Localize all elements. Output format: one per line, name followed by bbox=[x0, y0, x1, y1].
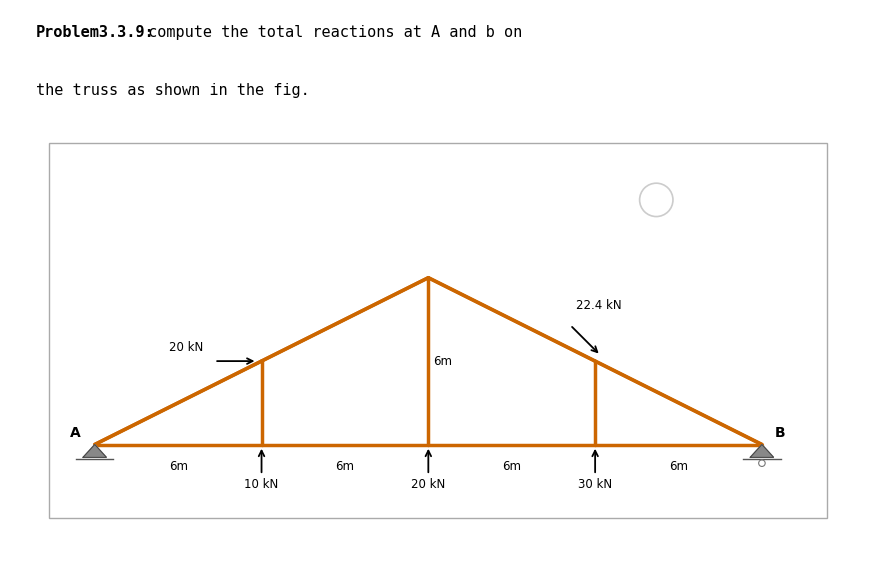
Text: 6m: 6m bbox=[335, 460, 354, 473]
Text: A: A bbox=[70, 427, 80, 440]
Text: 20 kN: 20 kN bbox=[411, 479, 445, 492]
Polygon shape bbox=[83, 445, 106, 457]
Text: 6m: 6m bbox=[434, 355, 452, 368]
Text: 6m: 6m bbox=[669, 460, 688, 473]
Text: the truss as shown in the fig.: the truss as shown in the fig. bbox=[36, 84, 309, 98]
Text: Problem3.3.9:: Problem3.3.9: bbox=[36, 25, 155, 41]
Text: 6m: 6m bbox=[502, 460, 521, 473]
Text: B: B bbox=[774, 427, 785, 440]
Text: compute the total reactions at A and b on: compute the total reactions at A and b o… bbox=[139, 25, 522, 41]
Text: 30 kN: 30 kN bbox=[578, 479, 612, 492]
Text: 10 kN: 10 kN bbox=[244, 479, 279, 492]
Polygon shape bbox=[750, 445, 773, 457]
Text: 20 kN: 20 kN bbox=[169, 341, 203, 354]
Text: 22.4 kN: 22.4 kN bbox=[576, 299, 621, 312]
Text: 6m: 6m bbox=[169, 460, 188, 473]
